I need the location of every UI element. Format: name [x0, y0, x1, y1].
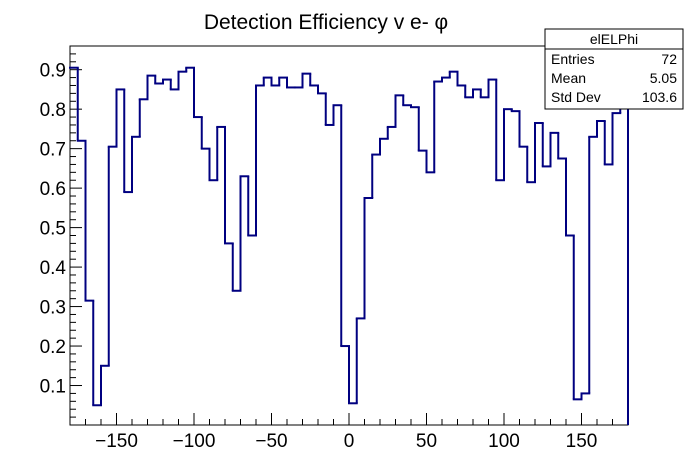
y-tick-label: 0.2 — [40, 337, 66, 358]
stats-box-title: elELPhi — [590, 31, 638, 47]
y-tick-label: 0.7 — [40, 140, 66, 161]
x-tick-label: −150 — [95, 431, 138, 452]
chart-title: Detection Efficiency v e- φ — [204, 11, 448, 34]
x-tick-label: 150 — [566, 431, 598, 452]
y-tick-label: 0.5 — [40, 219, 66, 240]
stats-box-label: Mean — [551, 70, 586, 86]
y-axis: 0.1 0.2 0.3 0.4 0.5 0.6 0.7 0.8 0.9 — [40, 45, 82, 418]
stats-box-value: 5.05 — [650, 70, 677, 86]
stats-box-frame — [544, 28, 684, 110]
y-tick-label: 0.9 — [40, 61, 66, 82]
y-tick-label: 0.3 — [40, 298, 66, 319]
y-tick-label: 0.6 — [40, 179, 66, 200]
x-tick-label: 100 — [488, 431, 520, 452]
x-axis: −150 −100 −50 0 50 100 150 — [85, 413, 613, 452]
y-tick-label: 0.1 — [40, 377, 66, 398]
stats-box-label: Entries — [551, 51, 595, 67]
x-tick-label: 0 — [344, 431, 355, 452]
y-tick-label: 0.8 — [40, 100, 66, 121]
stats-box-value: 103.6 — [642, 89, 677, 105]
y-tick-label: 0.4 — [40, 258, 67, 279]
stats-box-value: 72 — [661, 51, 677, 67]
stats-box-label: Std Dev — [551, 89, 601, 105]
x-tick-label: −50 — [255, 431, 287, 452]
histogram-series — [69, 66, 629, 425]
x-tick-label: 50 — [416, 431, 437, 452]
stats-box: elELPhi Entries 72 Mean 5.05 Std Dev 103.6 — [544, 28, 684, 110]
x-tick-label: −100 — [173, 431, 216, 452]
